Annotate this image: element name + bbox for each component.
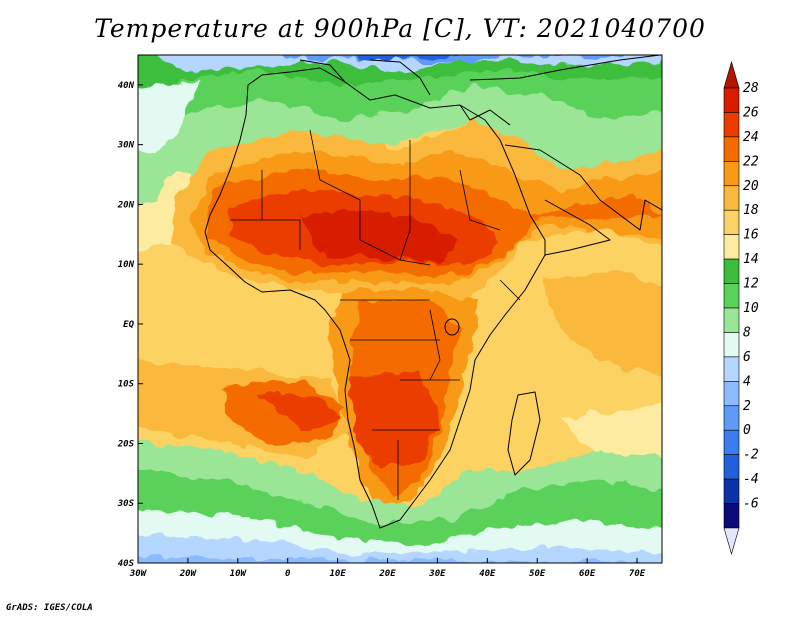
lat-tick-label: 40N — [118, 81, 135, 91]
lon-tick-label: 70E — [629, 569, 646, 579]
colorbar-label: -4 — [743, 472, 759, 487]
colorbar-swatch — [723, 234, 740, 260]
colorbar-swatch — [723, 307, 740, 333]
colorbar-label: -2 — [743, 448, 759, 463]
colorbar-swatch — [723, 478, 740, 504]
lon-tick-label: 10W — [230, 569, 248, 579]
colorbar-swatch — [723, 454, 740, 480]
colorbar-top-arrow — [723, 60, 740, 89]
colorbar-label: 26 — [743, 105, 759, 120]
colorbar-swatch — [723, 429, 740, 455]
temperature-field — [138, 55, 662, 563]
lat-tick-label: 30N — [117, 141, 135, 151]
colorbar-swatch — [723, 209, 740, 235]
map-axes: 30W 20W 10W 0 10E 20E 30E 40E 50E 60E 70E 40N 30N 20N… — [117, 81, 646, 579]
colorbar-swatch — [723, 136, 740, 162]
lat-tick-label: 20S — [117, 439, 135, 449]
colorbar-swatch — [723, 161, 740, 187]
lon-tick-label: 0 — [285, 569, 291, 579]
lake-victoria — [444, 318, 460, 336]
colorbar-label: -6 — [743, 497, 759, 512]
colorbar-label: 18 — [743, 203, 759, 218]
colorbar-label: 24 — [743, 130, 759, 145]
credit-label: GrADS: IGES/COLA — [6, 603, 93, 613]
colorbar-label: 12 — [743, 277, 759, 292]
map-title: Temperature at 900hPa [C], VT: 202104070… — [94, 14, 706, 43]
lon-tick-label: 50E — [529, 569, 546, 579]
colorbar-swatch — [723, 258, 740, 284]
lon-tick-label: 40E — [479, 569, 496, 579]
lat-tick-label: EQ — [123, 320, 134, 330]
lat-tick-label: 30S — [117, 499, 135, 509]
lon-tick-label: 20E — [378, 569, 396, 579]
colorbar-label: 4 — [743, 374, 751, 389]
lon-tick-label: 30W — [129, 569, 148, 579]
colorbar-swatch — [723, 283, 740, 309]
colorbar-label: 16 — [743, 228, 759, 243]
coastlines — [204, 55, 662, 529]
lon-tick-label: 10E — [329, 569, 346, 579]
colorbar-swatch — [723, 405, 740, 431]
colorbar-swatch — [723, 87, 740, 113]
country-borders — [230, 129, 521, 500]
colorbar-label: 20 — [743, 179, 759, 194]
colorbar-label: 8 — [743, 325, 751, 340]
colorbar-label: 10 — [743, 301, 759, 316]
colorbar-swatch — [723, 332, 740, 358]
colorbar-label: 2 — [743, 399, 751, 414]
colorbar-bottom-arrow — [723, 527, 740, 556]
lat-tick-label: 40S — [118, 559, 135, 569]
plot-frame — [137, 54, 663, 564]
colorbar-swatch — [723, 503, 740, 529]
colorbar-swatch — [723, 112, 740, 138]
lon-tick-label: 20W — [179, 569, 198, 579]
colorbar-label: 28 — [743, 81, 759, 96]
colorbar-label: 0 — [743, 423, 751, 438]
lat-tick-label: 10N — [118, 260, 135, 270]
lat-tick-label: 10S — [118, 380, 135, 390]
colorbar-label: 14 — [743, 252, 759, 267]
lon-tick-label: 60E — [579, 569, 596, 579]
colorbar-swatch — [723, 381, 740, 407]
colorbar-label: 6 — [743, 350, 751, 365]
lat-tick-label: 20N — [117, 200, 135, 210]
colorbar-swatch — [723, 356, 740, 382]
colorbar-swatch — [723, 185, 740, 211]
lon-tick-label: 30E — [428, 569, 446, 579]
colorbar-label: 22 — [743, 154, 759, 169]
